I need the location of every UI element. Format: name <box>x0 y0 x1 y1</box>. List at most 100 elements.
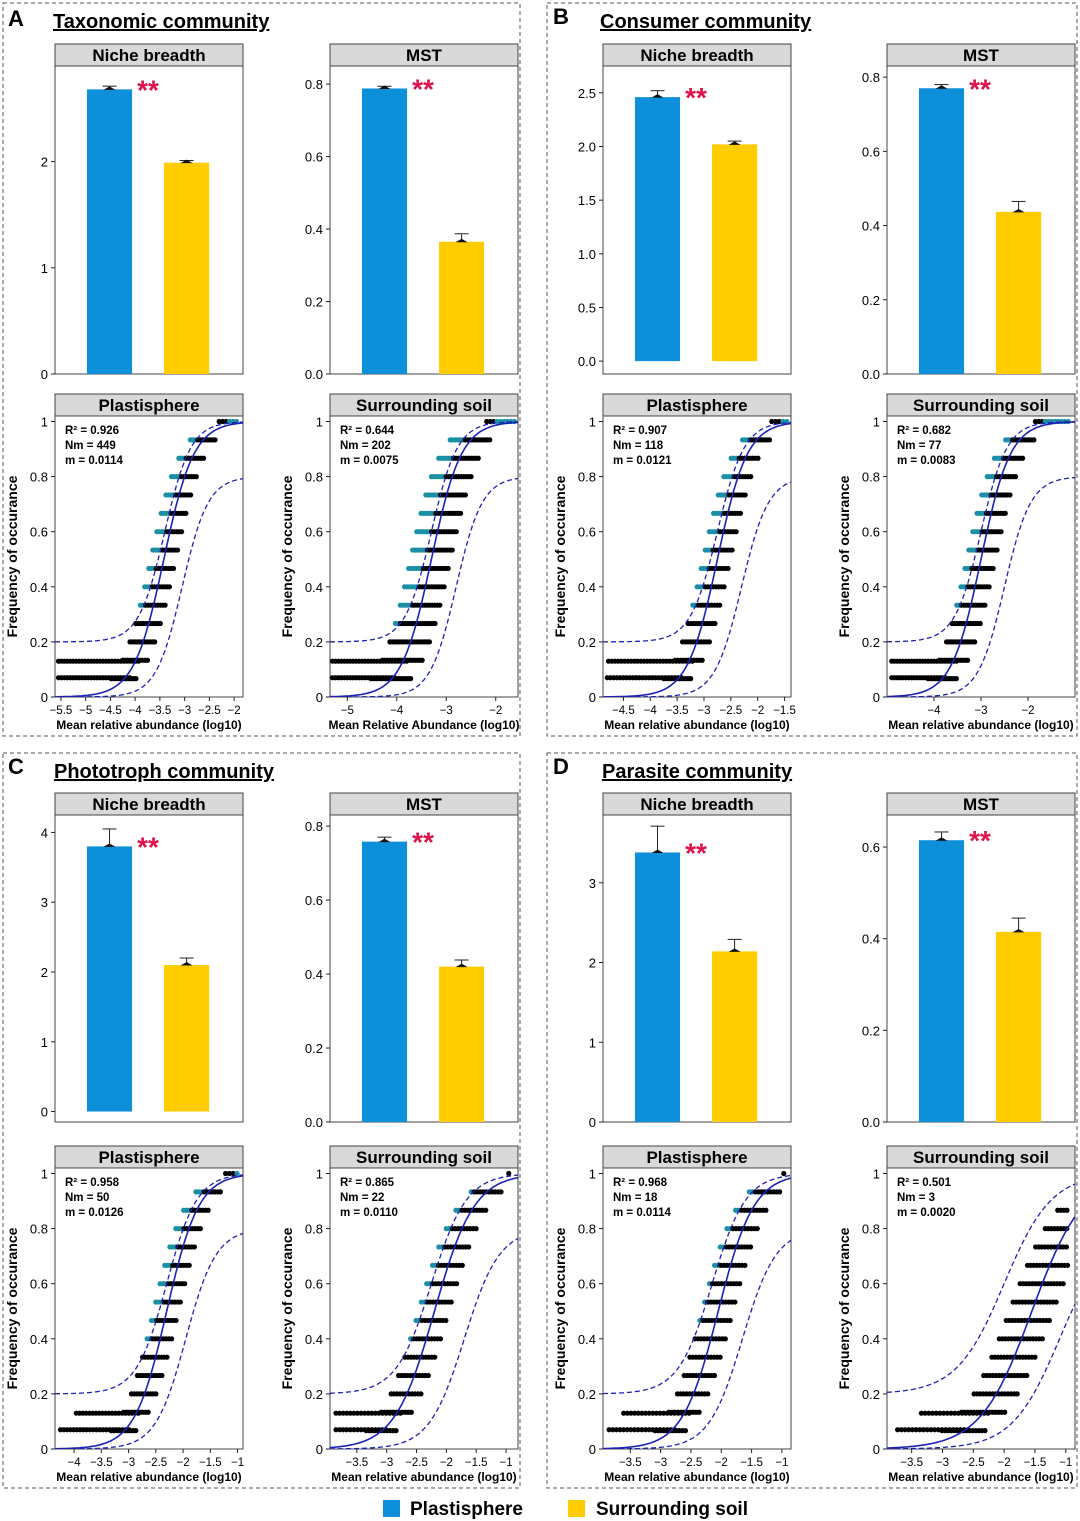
A-plast-ytick-label: 0.8 <box>30 470 48 485</box>
C-plast-ytick-label: 1 <box>41 1167 48 1182</box>
B-soil-point <box>1002 510 1008 516</box>
C-plast-stat: m = 0.0126 <box>65 1207 124 1219</box>
A-plast-ylabel: Frequency of occurance <box>4 475 20 637</box>
C-mst-ytick-label: 0.0 <box>305 1115 323 1130</box>
C-mst-strip-title: MST <box>406 795 443 814</box>
C-soil-ytick-label: 1 <box>316 1167 323 1182</box>
C-plast-plot-area <box>55 1170 243 1449</box>
A-soil-strip-title: Surrounding soil <box>356 396 492 415</box>
A-soil-ylabel: Frequency of occurance <box>279 475 295 637</box>
D-soil-xtick-label: −1 <box>1059 1457 1072 1469</box>
D-plast-point <box>711 1372 718 1379</box>
C-soil-fit-line <box>330 1176 518 1449</box>
C-soil-point <box>340 1427 346 1433</box>
B-mst-significance: ** <box>969 73 991 104</box>
C-plast-ytick-label: 0.4 <box>30 1332 48 1347</box>
D-plast-fit-line <box>603 1177 791 1449</box>
A-mst-ytick-label: 0.2 <box>305 295 323 310</box>
C-soil-ylabel: Frequency of occurance <box>279 1227 295 1389</box>
C-plast-point <box>173 1317 179 1324</box>
D-mst-ytick-label: 0.4 <box>862 932 880 947</box>
A-soil-xtick-label: −5 <box>341 705 354 717</box>
B-soil-point <box>965 657 971 663</box>
C-plast-point <box>159 1372 165 1379</box>
A-soil-point <box>468 474 474 480</box>
C-soil-point <box>344 1427 350 1433</box>
A-soil-plot-area <box>330 418 518 697</box>
B-niche-ytick-label: 0.5 <box>578 300 596 315</box>
A-soil-frame <box>329 415 519 698</box>
D-plast-point <box>732 1299 738 1305</box>
A-niche-ytick-label: 0 <box>41 367 48 382</box>
A-mst-mean-marker <box>378 85 391 89</box>
A-plast-point <box>170 565 177 572</box>
B-plast-point <box>688 676 694 682</box>
B-plast-point <box>689 658 695 664</box>
B-niche-ytick-label: 2.0 <box>578 139 596 154</box>
D-plast-point <box>657 1410 663 1416</box>
B-plast-stat: m = 0.0121 <box>613 455 672 467</box>
C-plast-xtick-label: −3.5 <box>90 1457 113 1469</box>
B-mst-ytick-label: 0.0 <box>862 367 880 382</box>
D-plast-point <box>682 1428 689 1434</box>
A-soil-point <box>432 620 438 627</box>
B-plast-point <box>772 418 779 425</box>
D-soil-point <box>931 1427 938 1433</box>
C-soil-point <box>432 1354 438 1360</box>
D-soil-ytick-label: 0 <box>873 1442 880 1457</box>
D-plast-point <box>639 1427 645 1433</box>
C-plast-point <box>169 1336 175 1342</box>
B-soil-point <box>1031 437 1037 443</box>
D-plast-point <box>624 1410 630 1416</box>
D-plast-point <box>650 1427 656 1433</box>
legend: Plastisphere Surrounding soil <box>383 1499 748 1520</box>
D-soil-point <box>895 1427 901 1433</box>
B-plast-point <box>733 529 739 535</box>
A-plast-point <box>162 602 168 608</box>
C-plast-point <box>217 1189 224 1195</box>
C-soil-xtick-label: −2.5 <box>405 1457 428 1469</box>
C-soil-point <box>498 1189 504 1195</box>
D-plast-xtick-label: −1.5 <box>740 1457 763 1469</box>
C-mst-ytick-label: 0.6 <box>305 893 323 908</box>
C-soil-point <box>443 1317 449 1324</box>
D-soil-point <box>1002 1409 1008 1415</box>
B-mst-ytick-label: 0.8 <box>862 70 880 85</box>
C-soil-point <box>372 1427 378 1433</box>
C-plast-point <box>182 1281 188 1287</box>
C-soil-point <box>393 1428 399 1434</box>
D-plast-point <box>742 1262 748 1268</box>
D-soil-point <box>940 1410 947 1416</box>
C-soil-point <box>351 1427 357 1433</box>
B-plast-strip-title: Plastisphere <box>646 396 747 415</box>
C-soil-xtick-label: −3 <box>380 1457 393 1469</box>
D-niche-bar-plastisphere <box>634 852 681 1122</box>
A-soil-point <box>458 510 464 516</box>
panel-letter-d: D <box>553 754 569 779</box>
C-soil-point <box>408 1409 414 1415</box>
B-plast-point <box>721 584 727 590</box>
C-soil-point <box>387 1410 393 1416</box>
D-plast-point <box>610 1427 616 1433</box>
C-niche-significance: ** <box>137 831 159 862</box>
A-soil-xtick-label: −3 <box>440 705 453 717</box>
D-plast-point <box>617 1427 623 1433</box>
C-plast-point <box>223 1170 229 1177</box>
C-soil-point <box>362 1427 368 1433</box>
C-plast-xtick-label: −4 <box>68 1457 82 1469</box>
D-plast-xtick-label: −2 <box>715 1457 728 1469</box>
A-plast-point <box>157 620 163 627</box>
C-soil-xtick-label: −1 <box>500 1457 513 1469</box>
B-plast-xtick-label: −4 <box>644 705 658 717</box>
D-soil-xtick-label: −2.5 <box>962 1457 985 1469</box>
C-soil-xtick-label: −3.5 <box>346 1457 369 1469</box>
C-soil-point <box>333 1427 339 1433</box>
C-soil-point <box>397 1410 404 1416</box>
B-soil-stat: Nm = 77 <box>897 440 941 452</box>
C-plast-fit-line <box>55 1175 243 1449</box>
D-soil-point <box>1032 1354 1038 1360</box>
D-mst-ytick-label: 0.0 <box>862 1115 880 1130</box>
A-soil-ytick-label: 0.4 <box>305 580 323 595</box>
D-plast-stat: R² = 0.968 <box>613 1177 668 1189</box>
B-plast-xtick-label: −3 <box>697 705 710 717</box>
